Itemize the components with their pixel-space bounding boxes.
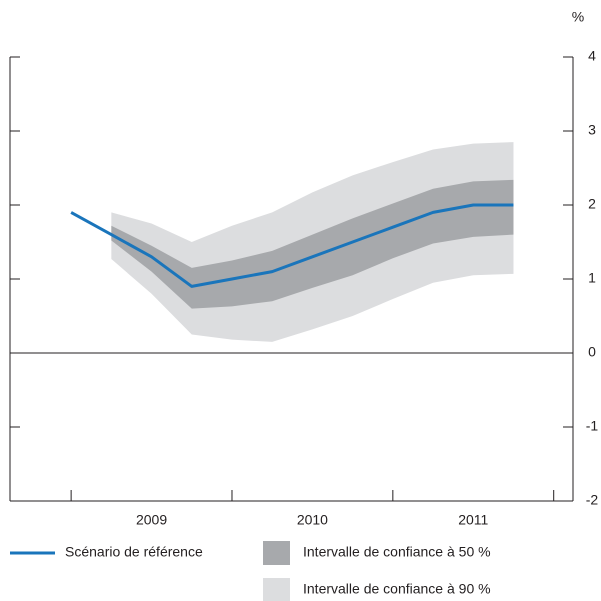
legend-label: Scénario de référence: [65, 544, 203, 560]
x-tick-label: 2009: [136, 512, 167, 528]
y-tick-label: 4: [588, 48, 596, 64]
y-tick-label: 0: [588, 344, 596, 360]
unit-label: %: [572, 9, 584, 25]
legend-label: Intervalle de confiance à 90 %: [303, 581, 491, 597]
legend-swatch: [263, 541, 290, 565]
y-tick-label: 3: [588, 122, 596, 138]
confidence-band: [111, 179, 514, 309]
legend-swatch: [263, 578, 290, 601]
legend-label: Intervalle de confiance à 50 %: [303, 544, 491, 560]
y-tick-label: 2: [588, 196, 596, 212]
x-tick-label: 2010: [297, 512, 328, 528]
y-tick-label: -1: [586, 418, 599, 434]
line-series: [70, 203, 514, 288]
x-tick-label: 2011: [458, 512, 488, 528]
y-tick-label: 1: [588, 270, 596, 286]
y-tick-label: -2: [586, 492, 599, 508]
